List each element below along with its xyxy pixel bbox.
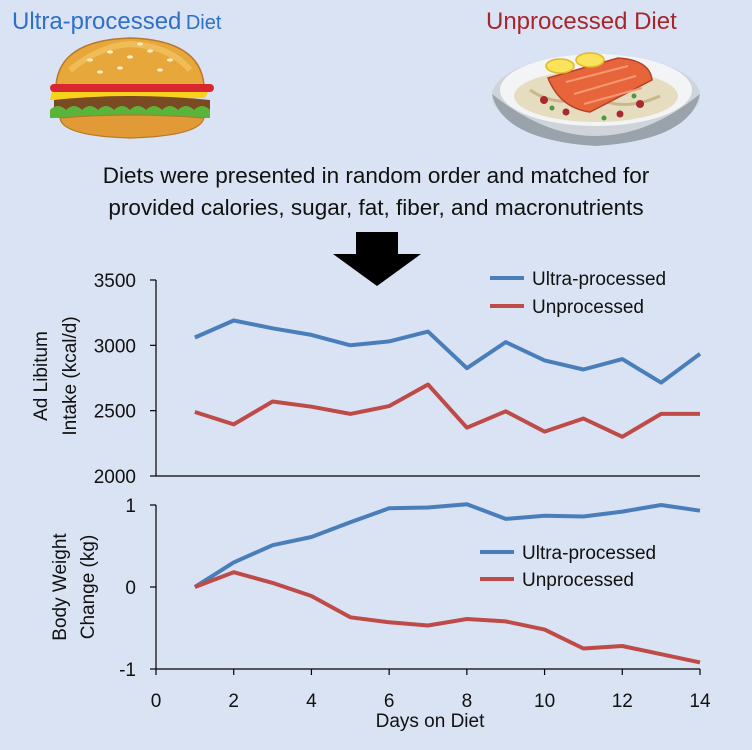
ultra-heading-suffix: Diet bbox=[185, 12, 222, 34]
weight-series-unprocessed bbox=[194, 570, 701, 665]
weight-y-axis-label: Body Weight Change (kg) bbox=[50, 533, 99, 641]
weight-ylabel-line2: Change (kg) bbox=[78, 535, 99, 640]
intake-series-ultra-processed bbox=[194, 318, 702, 385]
intake-y-axis-label: Ad Libitum Intake (kcal/d) bbox=[31, 316, 81, 435]
intake-ytick-label: 3000 bbox=[94, 336, 136, 357]
weight-ytick-label: 0 bbox=[125, 578, 136, 599]
weight-ytick-label: -1 bbox=[119, 660, 136, 681]
weight-ytick-label: 1 bbox=[125, 496, 136, 517]
xtick-label: 0 bbox=[151, 691, 162, 712]
xtick-label: 6 bbox=[384, 691, 395, 712]
unprocessed-diet-heading: Unprocessed Diet bbox=[486, 8, 677, 35]
burger-icon bbox=[50, 37, 214, 139]
ultra-heading-main: Ultra-processed bbox=[12, 8, 182, 35]
intake-ytick-label: 2500 bbox=[94, 402, 136, 423]
weight-legend-label: Ultra-processed bbox=[522, 543, 656, 564]
diet-description: Diets were presented in random order and… bbox=[0, 160, 752, 224]
arrow-down-icon bbox=[333, 232, 421, 286]
intake-legend-label: Ultra-processed bbox=[532, 269, 666, 290]
ultra-processed-diet-heading: Ultra-processed Diet bbox=[12, 8, 221, 36]
xtick-label: 2 bbox=[228, 691, 239, 712]
x-axis-title: Days on Diet bbox=[376, 711, 485, 732]
intake-chart: Ad Libitum Intake (kcal/d) 2000 2500 3000 3… bbox=[31, 269, 702, 488]
intake-ytick-label: 2000 bbox=[94, 467, 136, 488]
xtick-label: 8 bbox=[462, 691, 473, 712]
weight-chart: Body Weight Change (kg) Days on Diet -1 0… bbox=[50, 496, 711, 732]
intake-legend-label: Unprocessed bbox=[532, 297, 644, 318]
intake-ytick-label: 3500 bbox=[94, 271, 136, 292]
xtick-label: 12 bbox=[612, 691, 633, 712]
intake-ylabel-line1: Ad Libitum bbox=[31, 331, 52, 421]
weight-ylabel-line1: Body Weight bbox=[50, 533, 71, 641]
xtick-label: 4 bbox=[306, 691, 317, 712]
caption-line-1: Diets were presented in random order and… bbox=[102, 163, 650, 188]
weight-series-ultra-processed bbox=[193, 502, 701, 589]
caption-line-2: provided calories, sugar, fat, fiber, an… bbox=[108, 195, 644, 220]
xtick-label: 10 bbox=[534, 691, 555, 712]
xtick-label: 14 bbox=[689, 691, 711, 712]
intake-ylabel-line2: Intake (kcal/d) bbox=[60, 316, 81, 435]
salmon-dish-icon bbox=[492, 52, 700, 146]
intake-series-unprocessed bbox=[194, 382, 700, 439]
weight-legend-label: Unprocessed bbox=[522, 570, 634, 591]
